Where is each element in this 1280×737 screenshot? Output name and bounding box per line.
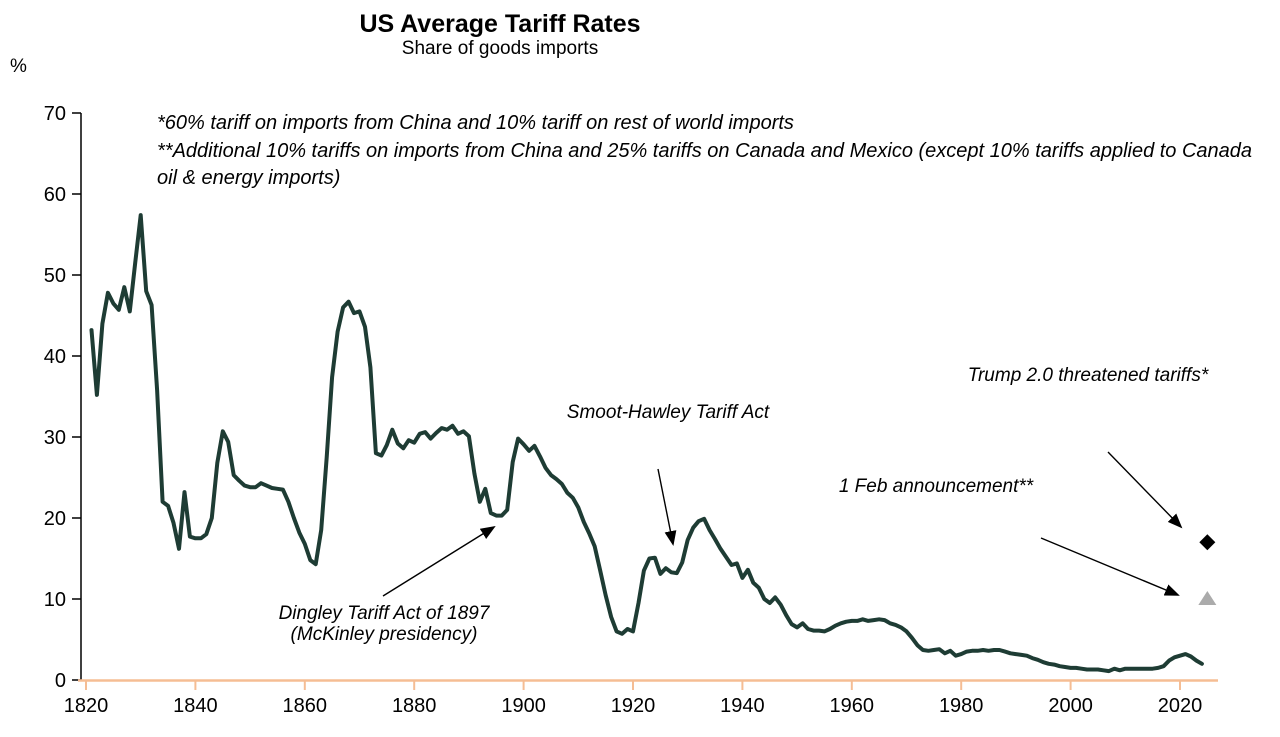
- annotation-smoot-hawley: Smoot-Hawley Tariff Act: [566, 402, 770, 423]
- annotation-arrows: [382, 451, 1183, 597]
- chart-subtitle: Share of goods imports: [401, 38, 599, 59]
- y-axis-unit-label: %: [10, 56, 27, 77]
- x-tick-label: 1820: [64, 695, 109, 717]
- dingley-arrow: [382, 525, 496, 597]
- y-tick-label: 50: [44, 265, 66, 287]
- threatened-tariff-markers: [1198, 534, 1217, 605]
- trump-tariffs-arrow: [1107, 451, 1183, 529]
- x-axis: 1820 1840 1860 1880 1900 1920 1940 1960 1980 2000…: [64, 679, 1218, 717]
- annotation-feb-announcement: 1 Feb announcement**: [838, 476, 1034, 497]
- feb-announcement-arrow: [1040, 537, 1180, 596]
- y-tick-label: 60: [44, 184, 66, 206]
- footnote-line-1: *60% tariff on imports from China and 10…: [157, 112, 794, 134]
- footnote-line-2: **Additional 10% tariffs on imports from…: [157, 139, 1253, 190]
- y-tick-label: 0: [55, 670, 66, 692]
- triangle-marker-feb-announcement: [1198, 591, 1217, 605]
- y-tick-label: 20: [44, 508, 66, 530]
- tariff-rate-line-series: [89, 213, 1204, 674]
- annotation-dingley-line-1: Dingley Tariff Act of 1897: [278, 603, 490, 624]
- x-tick-label: 1920: [611, 695, 656, 717]
- x-tick-label: 1880: [392, 695, 437, 717]
- y-axis: 0 10 20 30 40 50 60 70: [44, 103, 82, 692]
- x-tick-label: 2000: [1048, 695, 1093, 717]
- x-tick-label: 1980: [939, 695, 984, 717]
- y-tick-label: 40: [44, 346, 66, 368]
- annotation-dingley: Dingley Tariff Act of 1897 (McKinley pre…: [279, 603, 490, 645]
- x-tick-label: 1960: [830, 695, 875, 717]
- annotation-dingley-line-2: (McKinley presidency): [290, 624, 478, 645]
- chart-title: US Average Tariff Rates: [359, 10, 641, 38]
- annotation-trump-tariffs: Trump 2.0 threatened tariffs*: [967, 365, 1209, 386]
- x-tick-label: 1940: [720, 695, 765, 717]
- smoot-hawley-arrow: [657, 468, 677, 546]
- diamond-marker-trump-threatened-tariffs: [1199, 534, 1216, 551]
- x-tick-label: 1860: [283, 695, 328, 717]
- x-tick-label: 1840: [173, 695, 218, 717]
- footnotes: *60% tariff on imports from China and 10…: [157, 110, 1259, 193]
- y-tick-label: 70: [44, 103, 66, 125]
- y-tick-label: 30: [44, 427, 66, 449]
- x-tick-label: 1900: [501, 695, 546, 717]
- x-tick-label: 2020: [1158, 695, 1203, 717]
- y-tick-label: 10: [44, 589, 66, 611]
